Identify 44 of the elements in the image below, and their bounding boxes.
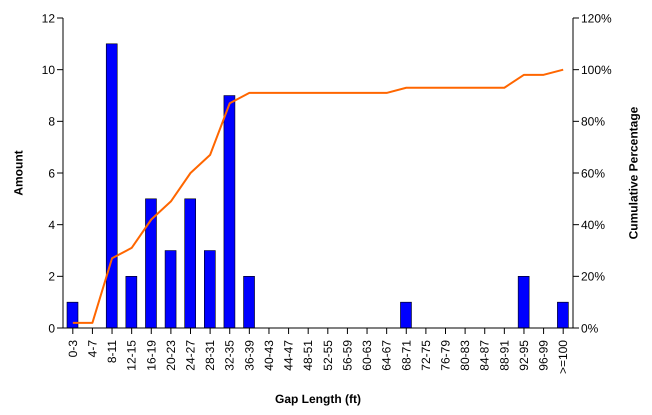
x-tick-label: >=100	[556, 340, 570, 374]
x-tick-label: 48-51	[301, 340, 316, 371]
x-tick-label: 0-3	[66, 340, 80, 358]
x-tick-label: 52-55	[320, 340, 335, 371]
y-tick-label: 10	[42, 62, 56, 77]
y2-axis-title: Cumulative Percentage	[626, 106, 640, 240]
y-tick-label: 8	[48, 114, 56, 129]
x-tick-label: 20-23	[164, 340, 178, 371]
x-tick-label: 76-79	[438, 340, 452, 371]
x-tick-label: 96-99	[536, 340, 551, 371]
y-tick-label: 0	[48, 321, 56, 336]
x-tick-label: 24-27	[184, 340, 198, 371]
y2-tick-label: 0%	[581, 321, 599, 336]
y-axis-title: Amount	[11, 150, 26, 196]
line-series	[72, 68, 564, 324]
x-tick-label: 8-11	[105, 340, 120, 364]
x-tick-label: 60-63	[360, 340, 374, 371]
y-tick-label: 2	[48, 270, 56, 284]
x-tick-label: 44-47	[282, 340, 296, 371]
x-tick-label: 84-87	[478, 340, 492, 371]
y2-tick-label: 120%	[581, 11, 612, 26]
x-tick-label: 80-83	[458, 340, 472, 371]
y2-tick-label: 80%	[581, 114, 606, 129]
x-tick-label: 92-95	[516, 340, 531, 371]
x-tick-label: 40-43	[262, 340, 276, 371]
y-tick-label: 4	[48, 218, 56, 232]
x-tick-label: 36-39	[242, 340, 256, 371]
y-tick-label: 6	[48, 166, 56, 180]
x-tick-label: 32-35	[222, 340, 237, 371]
x-tick-label: 64-67	[380, 340, 394, 371]
x-tick-label: 16-19	[144, 340, 158, 371]
x-tick-label: 88-91	[497, 340, 512, 371]
x-tick-label: 4-7	[85, 340, 100, 358]
y2-tick-label: 20%	[581, 270, 606, 284]
y2-tick-label: 60%	[581, 166, 606, 180]
y2-tick-label: 40%	[581, 218, 606, 232]
x-tick-label: 68-71	[399, 340, 414, 371]
x-tick-label: 12-15	[124, 340, 139, 371]
y2-tick-label: 100%	[581, 62, 612, 77]
x-axis-title: Gap Length (ft)	[275, 392, 361, 406]
x-tick-label: 28-31	[203, 340, 218, 371]
x-tick-label: 72-75	[418, 340, 433, 371]
y-tick-label: 12	[42, 11, 56, 26]
x-tick-label: 56-59	[340, 340, 354, 371]
